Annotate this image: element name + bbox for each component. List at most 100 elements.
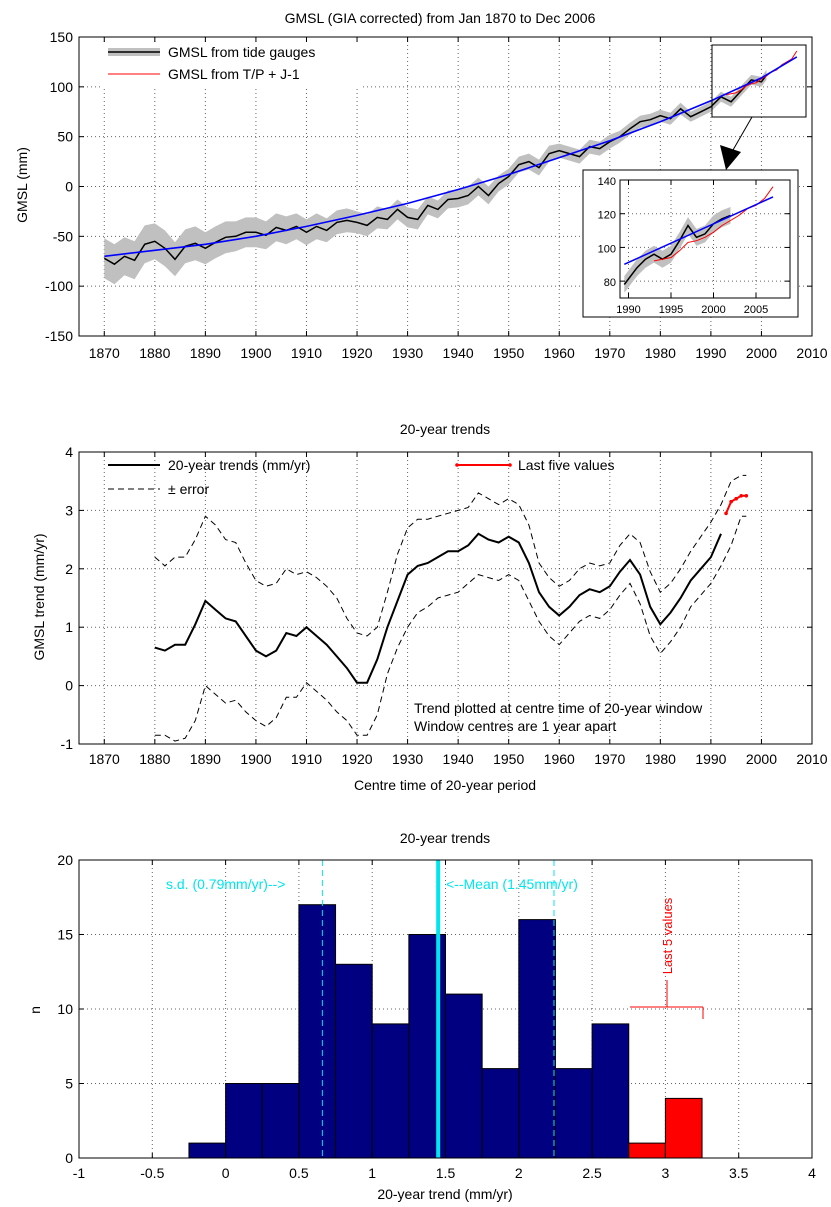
x-tick-label: 1980 — [645, 345, 676, 361]
inset-y-tick-label: 80 — [604, 277, 616, 289]
x-tick-label: -0.5 — [140, 1165, 164, 1181]
x-tick-label: 3.5 — [729, 1165, 749, 1181]
y-tick-label: 20 — [57, 852, 73, 868]
y-tick-label: 0 — [65, 179, 73, 195]
x-tick-label: 1940 — [443, 345, 474, 361]
histogram-bar — [335, 963, 373, 1159]
x-tick-label: 1870 — [89, 751, 120, 767]
legend-marker-last5-end — [508, 463, 512, 467]
y-tick-label: 1 — [65, 619, 73, 635]
y-tick-label: -50 — [53, 228, 73, 244]
x-tick-label: 4 — [808, 1165, 816, 1181]
series-lines — [154, 474, 749, 742]
y-tick-label: 15 — [57, 927, 73, 943]
x-tick-label: 2000 — [746, 751, 777, 767]
inset-x-tick-label: 1990 — [616, 304, 640, 316]
x-tick-label: 2010 — [796, 345, 827, 361]
tp-j1-line — [726, 50, 798, 96]
error-upper-line — [154, 474, 747, 637]
legend-label-last5: Last five values — [518, 457, 615, 473]
y-tick-label: -150 — [45, 328, 73, 344]
histogram-bar — [188, 1142, 227, 1159]
y-tick-label: 4 — [65, 444, 73, 460]
y-tick-label: 150 — [50, 29, 74, 45]
chart-title: GMSL (GIA corrected) from Jan 1870 to De… — [285, 10, 596, 26]
histogram-bar — [518, 919, 556, 1159]
x-axis-label: 20-year trend (mm/yr) — [377, 1186, 512, 1202]
inset-grid — [620, 180, 790, 298]
last5-label: Last 5 values — [660, 897, 675, 974]
legend: GMSL from tide gauges GMSL from T/P + J-… — [100, 42, 362, 88]
inset-y-tick-label: 120 — [598, 210, 616, 222]
histogram-chart: 20-year trends 20-year trend (mm/yr) n -… — [27, 830, 816, 1202]
legend-marker-last5-start — [455, 463, 459, 467]
tick-labels: 1870 1880 1890 1900 1910 1920 1930 1940 1950 1960… — [61, 444, 828, 767]
inset-y-tick-label: 100 — [598, 243, 616, 255]
histogram-bar — [298, 904, 337, 1159]
last5-bracket — [630, 980, 704, 1019]
legend-label-tp: GMSL from T/P + J-1 — [168, 66, 300, 82]
inset-x-tick-label: 2005 — [744, 304, 768, 316]
x-tick-label: 1960 — [544, 751, 575, 767]
y-tick-label: 2 — [65, 561, 73, 577]
y-axis-label: n — [27, 1006, 43, 1014]
y-tick-label: 0 — [65, 1150, 73, 1166]
y-tick-label: 3 — [65, 502, 73, 518]
last-five-point — [739, 494, 744, 498]
x-tick-label: 2000 — [746, 345, 777, 361]
legend: 20-year trends (mm/yr) ± error Last five… — [108, 457, 615, 497]
inset-x-tick-label: 2000 — [701, 304, 725, 316]
x-tick-label: 1970 — [594, 345, 625, 361]
annotation-line-2: Window centres are 1 year apart — [414, 718, 616, 734]
y-axis-label: GMSL (mm) — [14, 147, 30, 223]
last-five-point — [744, 494, 749, 498]
y-tick-label: -100 — [45, 278, 73, 294]
histogram-bar — [371, 1023, 410, 1159]
x-tick-label: 0.5 — [289, 1165, 309, 1181]
legend-label-trend: 20-year trends (mm/yr) — [168, 457, 310, 473]
x-tick-label: 1970 — [594, 751, 625, 767]
zoom-arrow-head — [720, 145, 741, 170]
x-tick-label: 2010 — [796, 751, 827, 767]
histogram-bar — [261, 1083, 300, 1159]
legend-label-tide: GMSL from tide gauges — [168, 44, 315, 60]
bars — [188, 904, 703, 1159]
x-tick-label: 1870 — [89, 345, 120, 361]
trend-line — [154, 532, 722, 684]
trends-chart: 20-year trends Centre time of 20-year pe… — [31, 421, 828, 793]
mean-label: <--Mean (1.45mm/yr) — [446, 876, 578, 892]
last-five-point — [734, 496, 738, 501]
x-tick-label: 1990 — [695, 345, 726, 361]
last-five-point — [724, 511, 728, 516]
histogram-bar — [664, 1097, 703, 1159]
x-tick-label: 1950 — [493, 751, 524, 767]
legend-label-error: ± error — [168, 481, 209, 497]
plot-frame — [78, 859, 813, 1159]
inset-outer-box — [582, 169, 799, 318]
annotation-line-1: Trend plotted at centre time of 20-year … — [414, 700, 703, 716]
inset-plot-frame — [619, 179, 791, 299]
x-tick-label: 1990 — [695, 751, 726, 767]
histogram-bar — [445, 993, 483, 1159]
x-tick-label: 1880 — [139, 345, 170, 361]
y-tick-label: 50 — [57, 129, 73, 145]
x-tick-label: 2.5 — [582, 1165, 602, 1181]
y-tick-label: 5 — [65, 1076, 73, 1092]
zoom-region-box — [711, 44, 807, 118]
x-axis-label: Centre time of 20-year period — [354, 777, 536, 793]
plot-frame — [78, 451, 813, 745]
inset-chart: 1990 1995 2000 2005 80 100 120 140 — [582, 169, 799, 318]
x-tick-label: 1880 — [139, 751, 170, 767]
chart-title: 20-year trends — [400, 421, 490, 437]
inset-y-tick-label: 140 — [598, 176, 616, 188]
zoom-arrow-line — [732, 116, 753, 151]
x-tick-label: 1910 — [291, 751, 322, 767]
y-tick-label: 0 — [65, 678, 73, 694]
x-tick-label: 1930 — [392, 751, 423, 767]
x-tick-label: 1910 — [291, 345, 322, 361]
chart-title: 20-year trends — [400, 830, 490, 846]
tick-labels: 1870 1880 1890 1900 1910 1920 1930 1940 1950 1960… — [45, 29, 828, 361]
x-tick-label: 1890 — [190, 751, 221, 767]
sd-label: s.d. (0.79mm/yr)--> — [166, 876, 285, 892]
